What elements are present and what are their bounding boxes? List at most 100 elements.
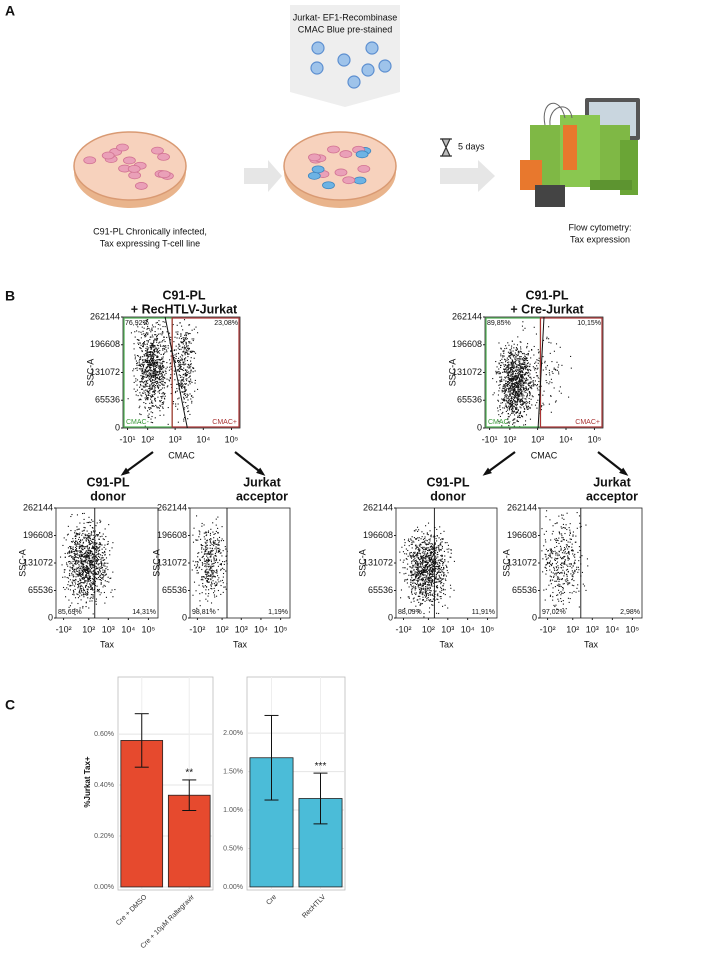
event-dot <box>112 596 114 598</box>
event-dot <box>524 380 527 382</box>
event-dot <box>527 366 529 368</box>
event-dot <box>77 542 79 544</box>
event-dot <box>518 385 520 387</box>
event-dot <box>444 593 446 596</box>
event-dot <box>431 570 433 572</box>
event-dot <box>152 352 154 354</box>
event-dot <box>417 530 419 532</box>
event-dot <box>428 580 430 582</box>
event-dot <box>93 588 95 591</box>
event-dot <box>512 376 515 378</box>
event-dot <box>91 540 93 543</box>
event-dot <box>434 570 436 572</box>
event-dot <box>96 561 98 563</box>
event-dot <box>436 572 438 574</box>
event-dot <box>157 396 159 398</box>
event-dot <box>417 580 419 582</box>
event-dot <box>184 383 186 385</box>
event-dot <box>440 542 442 544</box>
event-dot <box>427 552 429 554</box>
event-dot <box>89 569 92 571</box>
panel-a-art <box>73 5 640 208</box>
event-dot <box>404 544 406 546</box>
event-dot <box>423 576 425 578</box>
event-dot <box>196 563 199 565</box>
event-dot <box>432 559 434 561</box>
event-dot <box>450 549 452 551</box>
event-dot <box>437 568 439 570</box>
event-dot <box>155 374 157 376</box>
event-dot <box>80 574 83 576</box>
event-dot <box>181 369 183 371</box>
event-dot <box>430 579 432 581</box>
event-dot <box>559 346 561 348</box>
event-dot <box>214 590 216 592</box>
event-dot <box>406 578 409 580</box>
event-dot <box>546 365 548 367</box>
event-dot <box>549 374 551 376</box>
event-dot <box>435 581 437 583</box>
event-dot <box>515 349 518 351</box>
event-dot <box>417 566 419 568</box>
event-dot <box>152 381 154 383</box>
event-dot <box>518 361 520 363</box>
event-dot <box>529 407 531 409</box>
event-dot <box>151 334 153 336</box>
event-dot <box>436 581 438 583</box>
event-dot <box>88 555 90 557</box>
event-dot <box>93 564 95 566</box>
event-dot <box>188 377 190 379</box>
event-dot <box>70 515 72 518</box>
event-dot <box>519 399 521 401</box>
event-dot <box>209 538 211 540</box>
event-dot <box>419 584 421 586</box>
event-dot <box>133 388 135 390</box>
event-dot <box>431 563 433 565</box>
event-dot <box>141 395 143 397</box>
event-dot <box>194 379 196 381</box>
event-dot <box>204 562 206 565</box>
event-dot <box>512 410 514 413</box>
event-dot <box>513 383 515 385</box>
event-dot <box>435 557 438 559</box>
event-dot <box>520 398 522 400</box>
event-dot <box>88 543 90 545</box>
event-dot <box>206 575 208 577</box>
y-tick-label: 196608 <box>452 339 482 349</box>
event-dot <box>73 571 75 573</box>
event-dot <box>155 322 157 324</box>
event-dot <box>152 359 154 362</box>
event-dot <box>529 366 531 368</box>
event-dot <box>133 343 135 345</box>
event-dot <box>431 545 433 548</box>
event-dot <box>111 547 113 549</box>
event-dot <box>431 571 434 573</box>
event-dot <box>184 352 186 354</box>
event-dot <box>89 600 91 602</box>
event-dot <box>199 533 201 535</box>
event-dot <box>197 556 199 558</box>
event-dot <box>511 384 513 386</box>
event-dot <box>153 346 155 348</box>
event-dot <box>514 396 516 398</box>
event-dot <box>177 359 179 361</box>
event-dot <box>178 374 180 376</box>
event-dot <box>415 559 417 561</box>
event-dot <box>65 539 67 541</box>
event-dot <box>444 574 446 576</box>
event-dot <box>160 399 162 402</box>
event-dot <box>421 563 423 565</box>
event-dot <box>77 586 79 588</box>
event-dot <box>74 554 76 556</box>
event-dot <box>502 390 504 392</box>
event-dot <box>163 360 165 363</box>
event-dot <box>423 560 425 562</box>
event-dot <box>150 357 153 359</box>
event-dot <box>107 562 109 564</box>
event-dot <box>97 564 99 566</box>
event-dot <box>157 323 159 325</box>
event-dot <box>524 356 526 358</box>
event-dot <box>79 532 81 534</box>
event-dot <box>426 555 428 557</box>
event-dot <box>410 538 412 540</box>
